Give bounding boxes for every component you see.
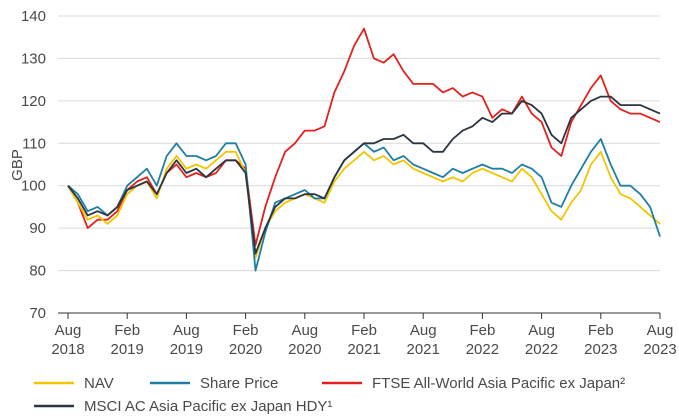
x-tick-label: Feb 2023 [584,322,617,358]
x-tick-label: Aug 2019 [170,322,203,358]
x-tick-label: Aug 2023 [643,322,676,358]
x-tick-label: Aug 2022 [525,322,558,358]
legend-label: NAV [84,375,114,392]
y-axis-label: GBP [9,149,26,181]
y-tick-label: 90 [29,220,46,237]
series-line [67,138,661,272]
y-tick-label: 110 [22,135,46,152]
series-line [67,150,661,259]
y-tick-label: 100 [21,178,46,195]
x-tick-label: Feb 2022 [466,322,499,358]
y-tick-label: 80 [29,263,46,280]
x-tick-label: Aug 2021 [407,322,440,358]
y-tick-label: 130 [21,50,46,67]
x-tick-label: Aug 2020 [288,322,321,358]
x-tick-label: Feb 2019 [111,322,144,358]
y-tick-label: 70 [29,305,46,322]
legend-label: MSCI AC Asia Pacific ex Japan HDY¹ [84,398,332,415]
x-tick-label: Feb 2021 [347,322,380,358]
y-tick-label: 140 [21,8,46,25]
series-line [67,27,661,246]
y-tick-label: 120 [21,93,46,110]
legend-label: FTSE All-World Asia Pacific ex Japan² [372,375,625,392]
x-tick-label: Feb 2020 [229,322,262,358]
legend-label: Share Price [200,375,278,392]
series-line [67,95,661,255]
x-tick-label: Aug 2018 [51,322,84,358]
